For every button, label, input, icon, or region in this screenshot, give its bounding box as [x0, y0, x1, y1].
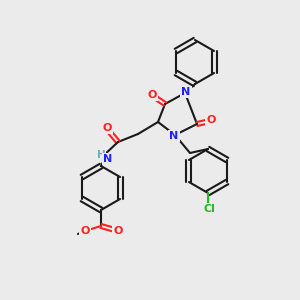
Text: O: O [113, 226, 123, 236]
Text: O: O [206, 115, 216, 125]
Text: N: N [182, 87, 190, 97]
Text: N: N [103, 154, 112, 164]
Text: Cl: Cl [203, 204, 215, 214]
Text: O: O [147, 90, 157, 100]
Text: H: H [97, 150, 105, 160]
Text: N: N [169, 131, 178, 141]
Text: O: O [102, 123, 112, 133]
Text: O: O [80, 226, 90, 236]
